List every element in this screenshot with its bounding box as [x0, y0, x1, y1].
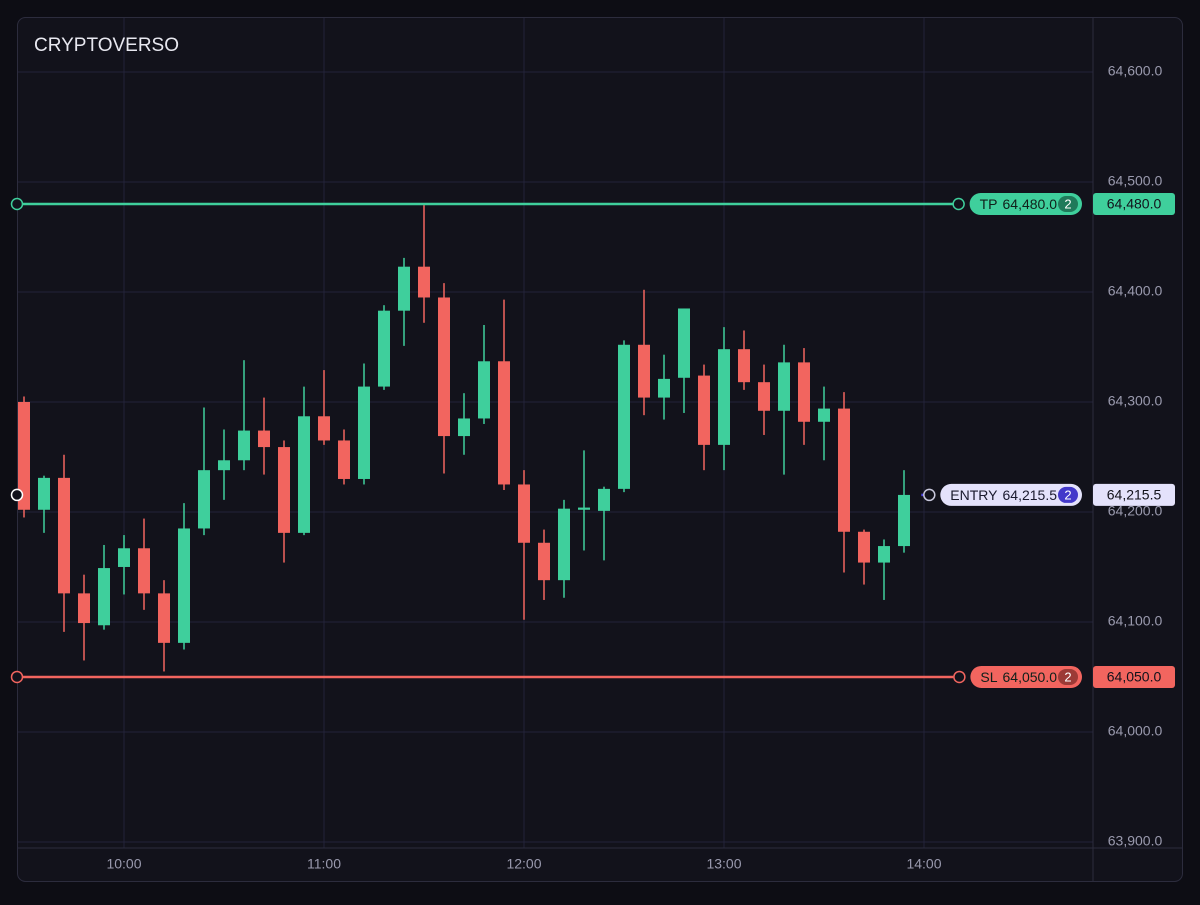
- order-count: 2: [1064, 196, 1071, 211]
- order-count: 2: [1064, 669, 1071, 684]
- order-price: 64,215.5: [1003, 487, 1058, 503]
- order-price: 64,480.0: [1003, 196, 1058, 212]
- candle-body: [678, 308, 690, 378]
- candle-body: [858, 531, 870, 563]
- candle-body: [598, 488, 610, 511]
- order-label-text: TP 64,480.0: [980, 196, 1058, 212]
- order-handle-right: [952, 197, 965, 211]
- candle-body: [378, 310, 390, 387]
- x-tick-label: 13:00: [706, 856, 741, 872]
- order-handle-left: [10, 197, 24, 211]
- candle-body: [18, 401, 30, 510]
- y-tick-label: 64,300.0: [1108, 393, 1163, 409]
- order-handle-left: [10, 488, 24, 502]
- price-tag: [1093, 483, 1175, 506]
- x-tick-label: 10:00: [106, 856, 141, 872]
- y-tick-label: 63,900.0: [1108, 833, 1163, 849]
- order-count: 2: [1064, 487, 1071, 502]
- candle-body: [738, 349, 750, 383]
- candle-body: [538, 542, 550, 581]
- order-label-text: SL 64,050.0: [980, 669, 1057, 685]
- candle-body: [258, 430, 270, 448]
- candle-body: [198, 470, 210, 529]
- candle-body: [778, 362, 790, 411]
- order-pill: [970, 665, 1082, 688]
- order-label-text: ENTRY 64,215.5: [950, 487, 1057, 503]
- order-name: ENTRY: [950, 487, 998, 503]
- candle-body: [838, 408, 850, 532]
- candle-body: [338, 440, 350, 479]
- candle-body: [78, 593, 90, 624]
- candle-body: [638, 344, 650, 398]
- candle-body: [358, 386, 370, 479]
- x-tick-label: 12:00: [506, 856, 541, 872]
- candle-body: [658, 378, 670, 398]
- candle-body: [518, 484, 530, 543]
- candle-body: [298, 416, 310, 533]
- candle-body: [218, 460, 230, 471]
- price-tag: [1093, 192, 1175, 215]
- order-price: 64,050.0: [1003, 669, 1058, 685]
- order-count-badge: [1058, 668, 1078, 685]
- candle-body: [138, 548, 150, 594]
- price-tag-text: 64,215.5: [1107, 487, 1162, 503]
- orders: TP 64,480.0 2 64,480.0 ENTRY 64,215.5 2 64,215.…: [10, 192, 1175, 688]
- candle-body: [898, 494, 910, 547]
- y-tick-label: 64,500.0: [1108, 173, 1163, 189]
- candle-body: [238, 430, 250, 461]
- price-tag: [1093, 665, 1175, 688]
- candle-body: [398, 266, 410, 311]
- candle-body: [878, 546, 890, 563]
- y-tick-label: 64,000.0: [1108, 723, 1163, 739]
- x-tick-label: 11:00: [307, 856, 341, 872]
- x-tick-label: 14:00: [906, 856, 941, 872]
- price-tag-text: 64,050.0: [1107, 669, 1162, 685]
- order-count-badge: [1058, 486, 1078, 503]
- candle-body: [438, 297, 450, 437]
- axes: 63,900.0 64,000.0 64,100.0 64,200.0 64,300.0…: [106, 63, 1162, 872]
- order-pill: [940, 483, 1082, 506]
- candle-body: [118, 548, 130, 567]
- order-name: SL: [980, 669, 997, 685]
- candle-body: [758, 382, 770, 411]
- candle-body: [418, 266, 430, 298]
- candle-body: [278, 447, 290, 533]
- candle-body: [618, 344, 630, 489]
- order-handle-right: [953, 670, 966, 684]
- y-tick-label: 64,200.0: [1108, 503, 1163, 519]
- candle-body: [698, 375, 710, 445]
- frame: [17, 17, 1183, 882]
- order-label: ENTRY 64,215.5 2: [940, 483, 1082, 506]
- y-tick-label: 64,400.0: [1108, 283, 1163, 299]
- candle-body: [158, 593, 170, 643]
- order-label: TP 64,480.0 2: [969, 192, 1082, 215]
- grid: [18, 18, 1093, 848]
- order-handle-left: [10, 670, 24, 684]
- y-tick-label: 64,100.0: [1108, 613, 1163, 629]
- order-pill: [969, 192, 1082, 215]
- candles: [18, 205, 910, 672]
- y-tick-label: 64,600.0: [1108, 63, 1163, 79]
- candle-body: [718, 349, 730, 445]
- price-tag-text: 64,480.0: [1107, 196, 1162, 212]
- order-name: TP: [980, 196, 998, 212]
- order-label: SL 64,050.0 2: [970, 665, 1082, 688]
- candle-body: [58, 477, 70, 594]
- candle-body: [498, 361, 510, 485]
- chart-title: CRYPTOVERSO: [34, 35, 179, 56]
- candle-body: [318, 416, 330, 441]
- candle-body: [98, 568, 110, 626]
- candle-body: [178, 528, 190, 643]
- candle-body: [798, 362, 810, 422]
- candle-body: [818, 408, 830, 422]
- candle-body: [458, 418, 470, 437]
- order-handle-right: [923, 488, 936, 502]
- order-count-badge: [1058, 195, 1078, 212]
- candle-body: [578, 507, 590, 510]
- candle-body: [558, 508, 570, 581]
- candle-body: [478, 361, 490, 419]
